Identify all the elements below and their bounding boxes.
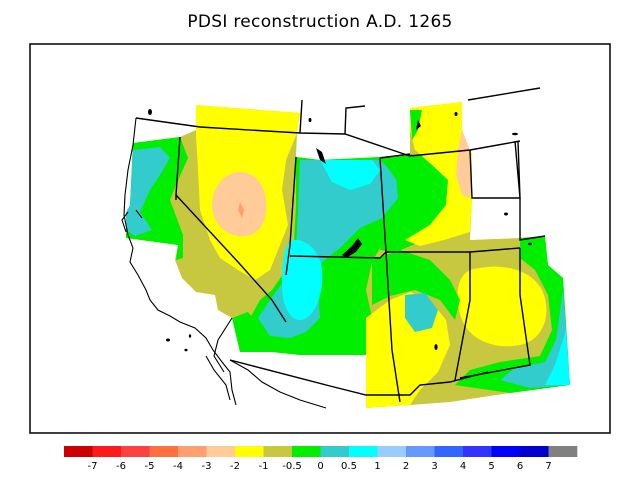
field-green-sw-corner [232, 312, 268, 352]
coast-puget [121, 209, 143, 233]
island-9 [308, 118, 312, 122]
great-salt-lake [342, 238, 362, 258]
island-1 [148, 109, 152, 115]
colorbar-tick-label: -1 [259, 461, 269, 472]
colorbar-tick-label: 3 [431, 461, 437, 472]
colorbar-tick-label: 0.5 [341, 461, 357, 472]
coastlines [121, 117, 327, 409]
field-green-nm [372, 250, 460, 320]
colorbar-swatch [406, 446, 435, 457]
colorbar-swatch [121, 446, 150, 457]
colorbar-swatch [491, 446, 521, 457]
coast-gulf-california [213, 317, 327, 409]
field-orange-dot [238, 202, 244, 218]
colorbar-swatch [520, 446, 549, 457]
colorbar-tick-label: 2 [403, 461, 409, 472]
colorbar-swatch [548, 446, 578, 457]
field-green-ne-strip [410, 110, 422, 140]
colorbar-tick-label: 1 [374, 461, 380, 472]
colorbar-tick-label: -7 [88, 461, 98, 472]
border-nm-east [454, 252, 471, 381]
colorbar-swatch [178, 446, 207, 457]
colorbar-swatch [206, 446, 236, 457]
colorbar-swatch [149, 446, 179, 457]
island-2 [166, 338, 170, 342]
border-ne-ks [519, 198, 546, 241]
field-aqua-se [545, 330, 570, 385]
coast-pacific [123, 117, 237, 406]
colorbar [64, 446, 578, 457]
border-nm-tx [391, 349, 401, 403]
border-ca-nv [175, 136, 287, 323]
colorbar-ticks: -7 -6 -5 -4 -3 -2 -1 -0.5 0 0.5 1 2 3 4 5 6 7 [88, 461, 552, 472]
field-cyan-se [500, 290, 570, 388]
colorbar-swatch [320, 446, 350, 457]
island-8 [454, 112, 458, 116]
colorbar-swatch [92, 446, 122, 457]
colorbar-tick-label: 6 [517, 461, 523, 472]
map-title: PDSI reconstruction A.D. 1265 [187, 12, 453, 32]
lake-yellowstone [416, 120, 421, 130]
field-aqua-north [320, 160, 380, 190]
field-cyan-west [126, 147, 170, 236]
island-4 [188, 334, 192, 338]
island-5 [434, 344, 438, 350]
coast-baja [205, 355, 231, 401]
colorbar-tick-label: 5 [488, 461, 494, 472]
border-dakotas [469, 140, 521, 199]
colorbar-swatch [235, 446, 264, 457]
state-boundaries [135, 87, 546, 403]
colorbar-swatch [292, 446, 321, 457]
colorbar-swatch [64, 446, 93, 457]
island-10 [528, 242, 532, 246]
island-7 [512, 132, 518, 136]
island-3 [184, 348, 188, 352]
border-nv-ut [285, 156, 297, 276]
colorbar-swatch [349, 446, 378, 457]
border-az-mx [229, 359, 489, 396]
border-tx-ok [459, 248, 531, 379]
flathead-lake [316, 148, 326, 164]
colorbar-tick-label: -3 [202, 461, 212, 472]
colorbar-swatch [263, 446, 293, 457]
field-aqua-south [282, 239, 323, 321]
colorbar-tick-label: -2 [230, 461, 240, 472]
colorbar-tick-label: 4 [460, 461, 466, 472]
colorbar-tick-label: -4 [173, 461, 183, 472]
water-features [148, 109, 532, 352]
island-6 [504, 212, 508, 216]
border-canada-north [299, 87, 541, 135]
colorbar-swatch [377, 446, 407, 457]
colorbar-swatch [463, 446, 492, 457]
field-peach-ne [456, 130, 472, 198]
field-cyan-nm [405, 293, 438, 332]
field-peach-nw [212, 172, 267, 237]
colorbar-tick-label: 0 [317, 461, 323, 472]
border-wy-mt [379, 153, 411, 159]
colorbar-tick-label: -5 [145, 461, 155, 472]
colorbar-swatch [434, 446, 464, 457]
colorbar-tick-label: -6 [116, 461, 126, 472]
border-ut-az [289, 251, 387, 259]
field-yellow-ne [405, 102, 472, 246]
colorbar-tick-label: -0.5 [282, 461, 302, 472]
colorbar-tick-label: 7 [545, 461, 551, 472]
field-green-se [455, 236, 570, 393]
